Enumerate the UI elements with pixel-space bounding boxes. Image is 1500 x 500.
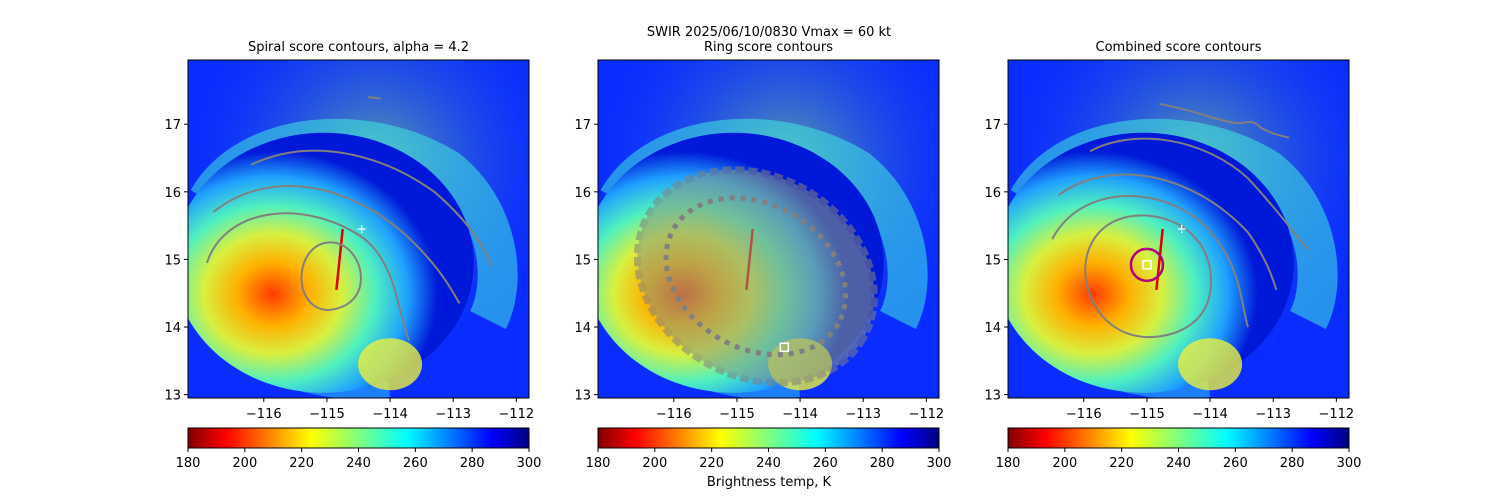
- x-tick-label: −116: [1066, 407, 1102, 422]
- ir-imagery: [598, 60, 939, 398]
- combined-contour: [1089, 137, 1309, 250]
- contour-overlay: [1051, 102, 1309, 339]
- hot-streak: [1155, 228, 1164, 290]
- y-tick-label: 14: [984, 321, 1001, 336]
- x-tick-label: −113: [845, 407, 881, 422]
- spiral-contour: [367, 96, 381, 100]
- plus-marker: [1177, 225, 1186, 233]
- storm-core: [1008, 132, 1294, 393]
- y-tick-label: 17: [574, 118, 591, 133]
- spiral-contour: [250, 149, 493, 267]
- combined-contour: [1057, 173, 1278, 291]
- axes-frame: [1007, 59, 1350, 399]
- combined-contour: [1051, 195, 1249, 328]
- x-tick-label: −112: [499, 407, 535, 422]
- colorbar-tick-label: 260: [813, 456, 838, 471]
- y-tick-label: 13: [164, 389, 181, 404]
- colorbar-tick-label: 280: [1280, 456, 1305, 471]
- storm-core: [188, 132, 474, 393]
- contour-overlay: [205, 96, 493, 341]
- ring-contour-cluster: [663, 195, 849, 358]
- colorbar-tick-label: 200: [642, 456, 667, 471]
- x-tick-label: −112: [1319, 407, 1355, 422]
- colorbar-tick-label: 200: [1052, 456, 1077, 471]
- center-ring: [1129, 247, 1165, 283]
- y-tick-label: 14: [574, 321, 591, 336]
- spiral-contour: [300, 241, 362, 312]
- colorbar-tick-label: 200: [232, 456, 257, 471]
- combined-contour: [1159, 102, 1290, 139]
- x-tick-label: −116: [246, 407, 282, 422]
- y-tick-label: 15: [164, 253, 181, 268]
- colorbar-tick-label: 220: [699, 456, 724, 471]
- colorbar-tick-label: 240: [346, 456, 371, 471]
- colorbar-gradient: [597, 427, 940, 449]
- colorbar-tick-label: 260: [1223, 456, 1248, 471]
- panel-3: Combined score contours −116 −115 −114 −113 −…: [984, 40, 1361, 471]
- combined-contour: [1084, 214, 1212, 339]
- colorbar-gradient: [1007, 427, 1350, 449]
- y-tick-label: 15: [574, 253, 591, 268]
- plus-marker: [357, 225, 366, 233]
- convective-cell: [1178, 338, 1243, 391]
- colorbar-tick-label: 240: [756, 456, 781, 471]
- colorbar-tick-label: 260: [403, 456, 428, 471]
- x-tick-label: −116: [656, 407, 692, 422]
- x-tick-label: −114: [782, 407, 818, 422]
- colorbar: 180 200 220 240 260 280 300: [586, 427, 952, 471]
- colorbar-tick-label: 180: [176, 456, 201, 471]
- axes-frame: [597, 59, 940, 399]
- x-tick-label: −113: [1255, 407, 1291, 422]
- panel-title: Combined score contours: [1096, 40, 1262, 55]
- y-tick-label: 16: [574, 186, 591, 201]
- colorbar-tick-label: 220: [1109, 456, 1134, 471]
- colorbar-tick-label: 280: [460, 456, 485, 471]
- convective-cell: [358, 338, 423, 391]
- colorbar-tick-label: 220: [289, 456, 314, 471]
- hot-streak: [335, 228, 344, 290]
- y-tick-label: 14: [164, 321, 181, 336]
- x-tick-label: −113: [435, 407, 471, 422]
- panel-1: Spiral score contours, alpha = 4.2 −116 −1…: [164, 40, 541, 471]
- axes-frame: [187, 59, 530, 399]
- y-tick-label: 13: [984, 389, 1001, 404]
- ir-imagery: [1008, 60, 1349, 398]
- colorbar-tick-label: 180: [996, 456, 1021, 471]
- colorbar-tick-label: 300: [517, 456, 542, 471]
- panel-title: Spiral score contours, alpha = 4.2: [248, 40, 469, 55]
- y-tick-label: 17: [984, 118, 1001, 133]
- colorbar: 180 200 220 240 260 280 300: [176, 427, 542, 471]
- spiral-contour: [205, 212, 410, 341]
- colorbar-tick-label: 300: [1337, 456, 1362, 471]
- x-tick-label: −115: [719, 407, 755, 422]
- y-tick-label: 17: [164, 118, 181, 133]
- x-tick-label: −115: [309, 407, 345, 422]
- colorbar-tick-label: 240: [1166, 456, 1191, 471]
- suptitle: SWIR 2025/06/10/0830 Vmax = 60 kt: [647, 25, 891, 40]
- center-square-marker: [1142, 260, 1152, 270]
- center-square-marker: [779, 342, 790, 353]
- colorbar-label: Brightness temp, K: [707, 475, 832, 490]
- ir-imagery: [188, 60, 529, 398]
- x-tick-label: −114: [372, 407, 408, 422]
- spiral-contour: [212, 185, 461, 304]
- x-tick-label: −115: [1129, 407, 1165, 422]
- ring-contour-cluster: [633, 166, 878, 387]
- colorbar-tick-label: 280: [870, 456, 895, 471]
- panel-2: Ring score contours −116 −115 −114 −113 −112 1…: [574, 40, 951, 471]
- y-tick-label: 16: [984, 186, 1001, 201]
- colorbar-tick-label: 180: [586, 456, 611, 471]
- colorbar: 180 200 220 240 260 280 300: [996, 427, 1362, 471]
- y-tick-label: 16: [164, 186, 181, 201]
- panel-title: Ring score contours: [704, 40, 833, 55]
- x-tick-label: −114: [1192, 407, 1228, 422]
- x-tick-label: −112: [909, 407, 945, 422]
- y-tick-label: 15: [984, 253, 1001, 268]
- contour-overlay: [633, 166, 878, 387]
- colorbar-gradient: [187, 427, 530, 449]
- y-tick-label: 13: [574, 389, 591, 404]
- colorbar-tick-label: 300: [927, 456, 952, 471]
